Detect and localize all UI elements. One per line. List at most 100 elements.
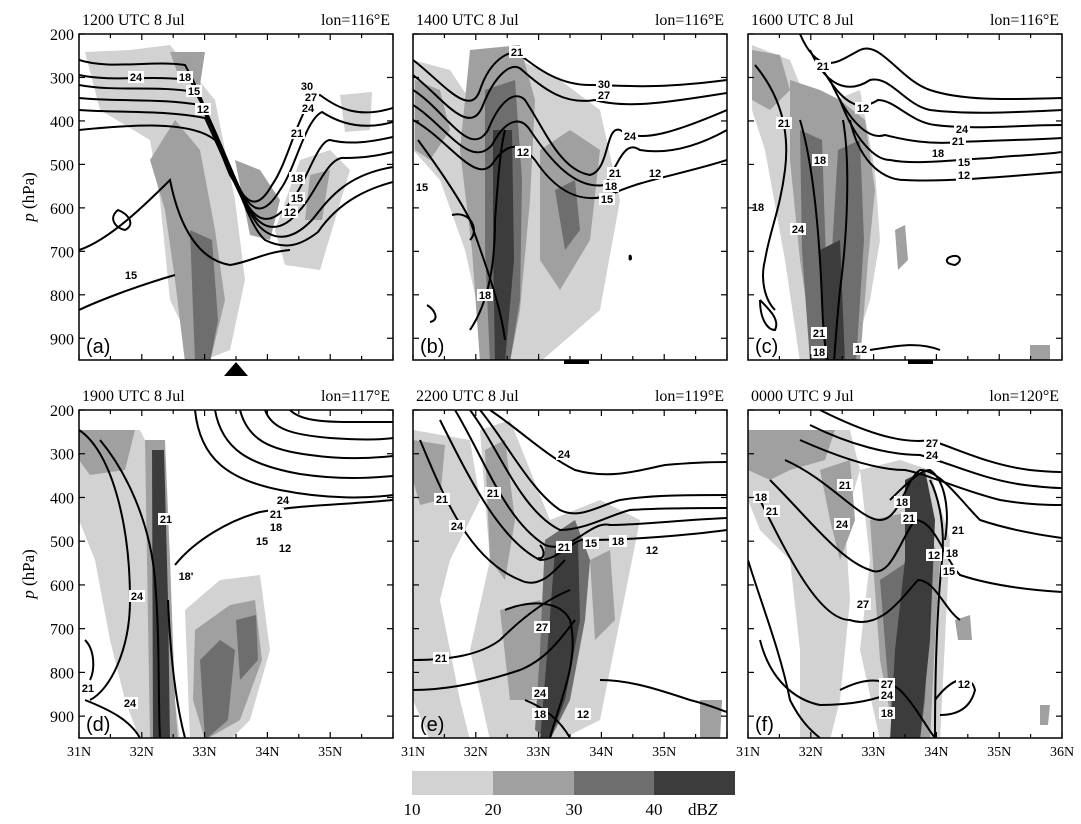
cl-a-11: 15 [123, 269, 139, 282]
cl-b-3: 24 [622, 130, 638, 143]
colorbar: 10 20 30 40 dBZ [404, 771, 735, 819]
cl-c-2-text: 24 [956, 124, 969, 136]
latitude-tick-label: 33N [862, 745, 886, 760]
cl-b-6-text: 18 [605, 181, 617, 193]
cl-e-3: 24 [449, 520, 465, 533]
panel-b: 21 30 27 24 12 21 18 15 12 15 18 1400 UT… [412, 12, 728, 361]
cl-e-6-text: 18 [612, 536, 624, 548]
panel-a-tag: (a) [86, 336, 110, 358]
cl-b-2-text: 27 [598, 90, 610, 102]
panel-f-time: 0000 UTC 9 Jul [751, 388, 854, 405]
cl-c-13: 12 [853, 343, 869, 356]
cl-a-1: 18 [177, 71, 193, 84]
cl-e-0: 24 [556, 448, 572, 461]
pressure-tick-label: 500 [50, 534, 74, 551]
cl-f-9-text: 12 [928, 550, 940, 562]
cl-c-2: 24 [954, 123, 970, 136]
panel-f-lon: lon=120°E [989, 388, 1059, 405]
cl-b-9: 15 [414, 181, 430, 194]
panel-b-time: 1400 UTC 8 Jul [416, 12, 519, 29]
contour-labels-e: 24 21 21 24 21 15 18 12 27 21 24 18 12 [433, 448, 660, 721]
axes: 200 300 400 500 600 700 800 900 200 300 400 500 600 7… [50, 27, 1074, 760]
cl-a-8-text: 18 [291, 173, 303, 185]
cl-c-5-text: 15 [958, 157, 970, 169]
cl-c-1-text: 12 [857, 103, 869, 115]
panel-f: 27 24 18 21 21 18 21 24 21 12 18 15 27 2… [747, 388, 1063, 739]
cl-d-1: 21 [268, 508, 284, 521]
cl-a-8: 18 [289, 172, 305, 185]
cl-b-1: 30 [596, 78, 612, 91]
cl-c-8: 18 [812, 154, 828, 167]
cl-b-10-text: 18 [479, 290, 491, 302]
cl-e-5: 15 [583, 537, 599, 550]
cl-a-4: 30 [299, 80, 315, 93]
panel-e-time: 2200 UTC 8 Jul [416, 388, 519, 405]
cl-d-7-text: 24 [131, 591, 144, 603]
cl-b-7-text: 15 [601, 194, 613, 206]
cl-d-1-text: 21 [270, 509, 282, 521]
cl-f-16-text: 18 [881, 708, 893, 720]
reflectivity-shading-b [413, 45, 620, 360]
cross-section-bar-marker-b [564, 360, 589, 364]
cl-a-2: 15 [186, 85, 202, 98]
latitude-tick-label: 32N [130, 745, 154, 760]
contours-c [754, 34, 1062, 360]
cl-e-4: 21 [556, 541, 572, 554]
cl-c-5: 15 [956, 156, 972, 169]
cl-b-5: 21 [607, 167, 623, 180]
cl-f-1-text: 24 [926, 450, 939, 462]
panel-b-tag: (b) [420, 336, 444, 358]
cl-c-13-text: 12 [855, 344, 867, 356]
cl-b-0: 21 [509, 46, 525, 59]
pressure-tick-label: 200 [50, 27, 74, 44]
cl-f-0-text: 27 [926, 438, 938, 450]
reflectivity-shading-e [413, 420, 722, 738]
panel-c-time: 1600 UTC 8 Jul [751, 12, 854, 29]
panel-a-lon: lon=116°E [321, 12, 390, 29]
panel-d-time: 1900 UTC 8 Jul [82, 388, 185, 405]
cl-c-8-text: 18 [814, 155, 826, 167]
y-axis-label-top: p (hPa) [19, 172, 38, 223]
cl-e-1: 21 [434, 493, 450, 506]
pressure-tick-label: 700 [50, 244, 74, 261]
cl-e-10: 24 [532, 687, 548, 700]
cl-c-11: 21 [811, 327, 827, 340]
cl-b-8-text: 12 [649, 168, 661, 180]
cl-f-2-text: 18 [755, 492, 767, 504]
cl-a-10-text: 12 [284, 207, 296, 219]
cl-c-9: 18 [750, 201, 766, 214]
cl-f-15: 12 [956, 678, 972, 691]
contour-labels-b: 21 30 27 24 12 21 18 15 12 15 18 [414, 46, 663, 302]
cl-b-7: 15 [599, 193, 615, 206]
contour-labels-f: 27 24 18 21 21 18 21 24 21 12 18 15 27 2… [753, 437, 972, 720]
pressure-tick-label: 600 [50, 201, 74, 218]
panel-d-tag: (d) [86, 714, 110, 736]
panel-f-tag: (f) [755, 714, 774, 736]
cl-e-3-text: 24 [451, 521, 464, 533]
panel-a: 24 18 15 12 30 27 24 21 18 15 12 15 1200… [78, 12, 394, 361]
cl-f-14: 24 [879, 689, 895, 702]
cl-e-7-text: 12 [646, 545, 658, 557]
cl-f-8: 21 [950, 524, 966, 537]
pressure-tick-label: 400 [50, 490, 74, 507]
panel-d-lon: lon=117°E [321, 388, 390, 405]
cl-e-7: 12 [644, 544, 660, 557]
colorbar-tick-40: 40 [646, 800, 663, 819]
cl-e-9-text: 21 [435, 653, 447, 665]
cl-c-7: 21 [776, 117, 792, 130]
latitude-tick-label: 31N [736, 745, 760, 760]
cl-a-2-text: 15 [188, 86, 200, 98]
cl-d-5-text: 21 [160, 514, 172, 526]
cl-a-5-text: 27 [305, 92, 317, 104]
panel-a-time: 1200 UTC 8 Jul [82, 12, 185, 29]
cl-d-9: 24 [122, 697, 138, 710]
cl-f-7-text: 24 [836, 519, 849, 531]
cl-d-3: 15 [254, 535, 270, 548]
colorbar-tick-20: 20 [485, 800, 502, 819]
cl-a-7-text: 21 [291, 128, 303, 140]
pressure-tick-label: 800 [50, 665, 74, 682]
latitude-tick-label: 35N [318, 745, 342, 760]
reflectivity-shading-a [85, 45, 372, 360]
cl-e-5-text: 15 [585, 538, 597, 550]
cl-f-12-text: 27 [857, 599, 869, 611]
